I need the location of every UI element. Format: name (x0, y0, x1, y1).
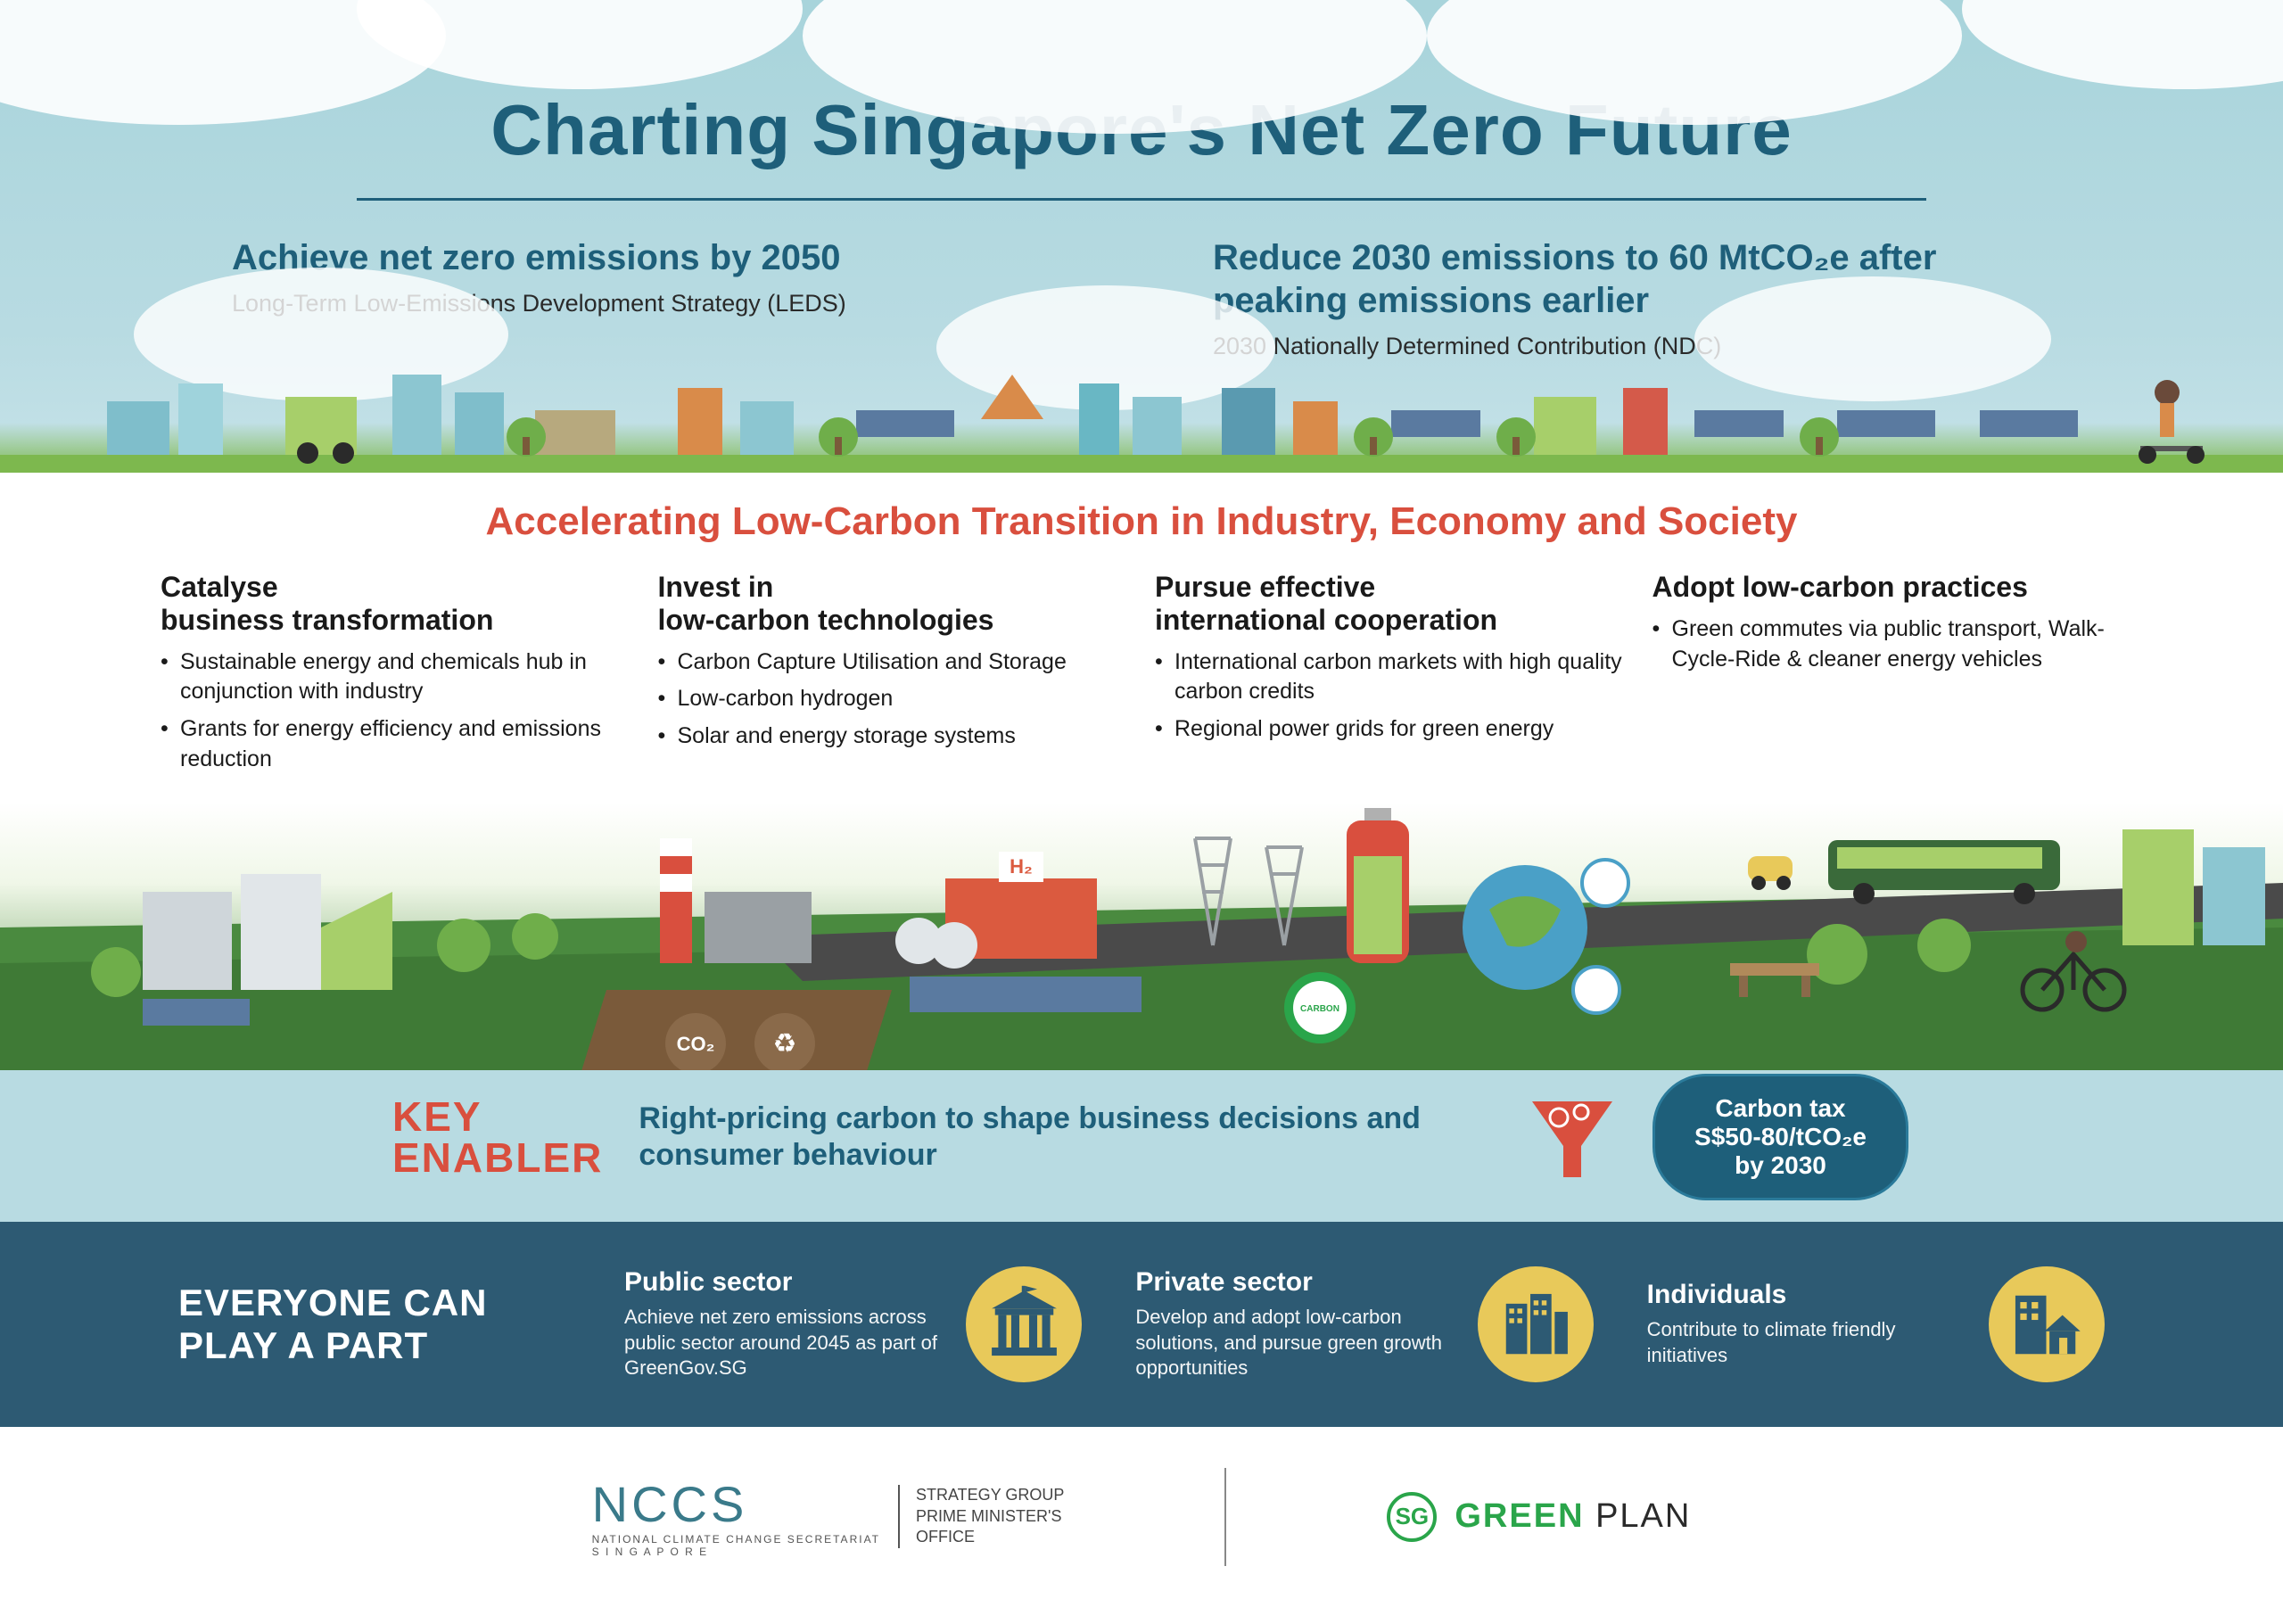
svg-text:♻: ♻ (773, 1029, 797, 1059)
pillar-item: Grants for energy efficiency and emissio… (161, 714, 631, 775)
svg-text:H₂: H₂ (1010, 855, 1033, 878)
middle-section: Accelerating Low-Carbon Transition in In… (0, 473, 2283, 1204)
strip-lead: EVERYONE CAN PLAY A PART (178, 1282, 571, 1368)
isometric-city-illustration: CO₂ ♻ H₂ (0, 803, 2283, 1070)
pillars-row: Catalysebusiness transformation Sustaina… (0, 544, 2283, 782)
col-individuals: Individuals Contribute to climate friend… (1647, 1266, 2105, 1382)
footer-separator (1224, 1468, 1226, 1566)
pillar-item: International carbon markets with high q… (1155, 647, 1626, 708)
pillar-item: Sustainable energy and chemicals hub in … (161, 647, 631, 708)
col-body: Develop and adopt low-carbon solutions, … (1135, 1305, 1455, 1381)
badge-line: Carbon tax (1694, 1094, 1867, 1123)
carbon-tax-badge: Carbon tax S$50-80/tCO₂e by 2030 (1652, 1074, 1908, 1200)
pillar-item: Low-carbon hydrogen (658, 684, 1129, 714)
col-heading: Individuals (1647, 1280, 1967, 1310)
plan-word: PLAN (1585, 1497, 1692, 1535)
government-building-icon (966, 1266, 1082, 1382)
home-building-icon (1989, 1266, 2105, 1382)
col-private-sector: Private sector Develop and adopt low-car… (1135, 1266, 1593, 1382)
pillar-heading: Invest inlow-carbon technologies (658, 571, 1129, 637)
key-enabler-band: KEY ENABLER Right-pricing carbon to shap… (0, 1070, 2283, 1204)
key-enabler-text: Right-pricing carbon to shape business d… (639, 1101, 1492, 1174)
nccs-logo: NCCS NATIONAL CLIMATE CHANGE SECRETARIAT… (592, 1475, 1065, 1558)
footer: NCCS NATIONAL CLIMATE CHANGE SECRETARIAT… (0, 1427, 2283, 1606)
green-plan-wordmark: GREEN PLAN (1455, 1497, 1691, 1536)
section-title: Accelerating Low-Carbon Transition in In… (0, 473, 2283, 544)
svg-text:CO₂: CO₂ (677, 1033, 715, 1055)
pillar-heading: Adopt low-carbon practices (1652, 571, 2123, 604)
col-body: Achieve net zero emissions across public… (624, 1305, 944, 1381)
pillar-low-carbon-tech: Invest inlow-carbon technologies Carbon … (658, 571, 1129, 782)
city-skyline-illustration (0, 348, 2283, 473)
col-body: Contribute to climate friendly initiativ… (1647, 1317, 1967, 1368)
pillar-heading: Catalysebusiness transformation (161, 571, 631, 637)
svg-text:CARBON: CARBON (1300, 1004, 1339, 1014)
col-heading: Private sector (1135, 1267, 1455, 1298)
key-enabler-label: KEY ENABLER (392, 1096, 603, 1178)
green-plan-logo: SG GREEN PLAN (1387, 1492, 1691, 1542)
everyone-play-part-strip: EVERYONE CAN PLAY A PART Public sector A… (0, 1204, 2283, 1427)
pillar-item: Regional power grids for green energy (1155, 714, 1626, 745)
nccs-wordmark: NCCS (592, 1475, 880, 1533)
pillar-business-transformation: Catalysebusiness transformation Sustaina… (161, 571, 631, 782)
badge-line: by 2030 (1694, 1151, 1867, 1180)
pillar-item: Green commutes via public transport, Wal… (1652, 614, 2123, 675)
funnel-icon (1528, 1092, 1617, 1182)
col-heading: Public sector (624, 1267, 944, 1298)
sg-badge-icon: SG (1387, 1492, 1437, 1542)
nccs-office: STRATEGY GROUPPRIME MINISTER'SOFFICE (898, 1485, 1064, 1547)
pillar-low-carbon-practices: Adopt low-carbon practices Green commute… (1652, 571, 2123, 782)
col-public-sector: Public sector Achieve net zero emissions… (624, 1266, 1082, 1382)
pillar-item: Solar and energy storage systems (658, 721, 1129, 752)
key-enabler-label-line: KEY (392, 1096, 603, 1137)
key-enabler-label-line: ENABLER (392, 1137, 603, 1178)
office-buildings-icon (1478, 1266, 1594, 1382)
pillar-item: Carbon Capture Utilisation and Storage (658, 647, 1129, 678)
pillar-international-coop: Pursue effectiveinternational cooperatio… (1155, 571, 1626, 782)
green-word: GREEN (1455, 1497, 1584, 1535)
nccs-subtext: NATIONAL CLIMATE CHANGE SECRETARIATS I N… (592, 1533, 880, 1558)
pillar-heading: Pursue effectiveinternational cooperatio… (1155, 571, 1626, 637)
hero-section: Charting Singapore's Net Zero Future Ach… (0, 0, 2283, 473)
badge-line: S$50-80/tCO₂e (1694, 1123, 1867, 1151)
